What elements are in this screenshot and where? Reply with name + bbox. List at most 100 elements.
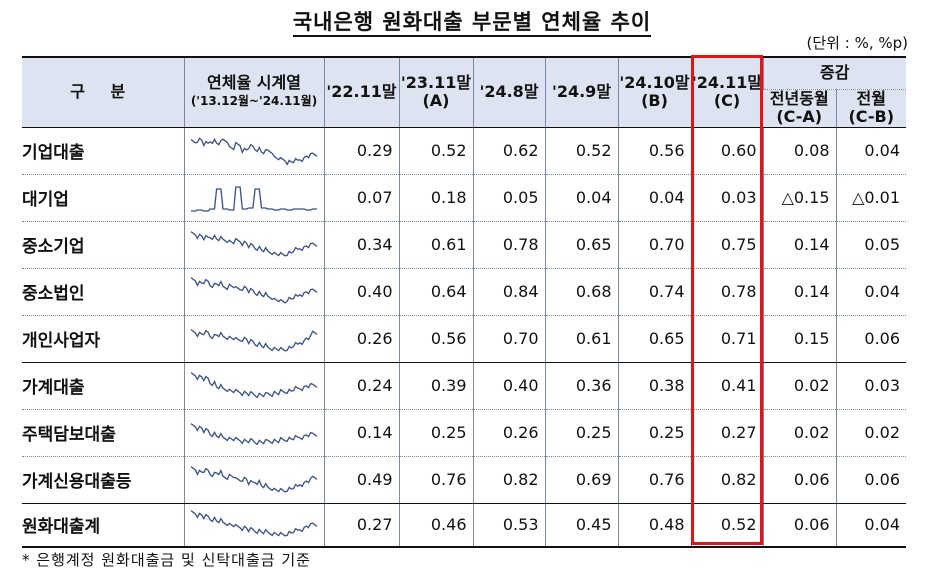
header-sparkline: 연체율 시계열 ('13.12월~'24.11월) [183, 56, 324, 128]
cell-value: 0.61 [544, 315, 618, 363]
cell-value: 0.05 [835, 221, 907, 269]
cell-value: 0.68 [544, 268, 618, 316]
cell-value: 0.14 [762, 221, 836, 269]
cell-value: 0.71 [690, 315, 763, 363]
cell-value: 0.05 [472, 174, 545, 222]
header-col-2-line1: '23.11말 [400, 73, 472, 93]
cell-value: 0.61 [398, 221, 473, 269]
cell-value: 0.56 [398, 315, 473, 363]
sparkline-chart [190, 371, 318, 398]
cell-value: 0.53 [472, 503, 545, 548]
sparkline-household-credit [183, 456, 324, 504]
cell-value: 0.29 [323, 127, 399, 175]
cell-value: 0.62 [472, 127, 545, 175]
cell-value: 0.41 [690, 362, 763, 410]
row-label-sme: 중소기업 [22, 221, 184, 269]
cell-value: △0.01 [835, 174, 907, 222]
table-row: 원화대출계 0.27 0.46 0.53 0.45 0.48 0.52 0.06 0.04 [22, 503, 907, 548]
sparkline-chart [190, 422, 318, 445]
cell-value: 0.78 [690, 268, 763, 316]
cell-value: 0.70 [617, 221, 691, 269]
cell-value: 0.04 [544, 174, 618, 222]
cell-value: 0.39 [398, 362, 473, 410]
cell-value: 0.07 [323, 174, 399, 222]
header-col-5-line2: (B) [641, 91, 668, 111]
cell-value: 0.34 [323, 221, 399, 269]
sparkline-total [183, 503, 324, 548]
sparkline-chart [190, 276, 318, 304]
sparkline-chart [190, 465, 318, 493]
sparkline-sme [183, 221, 324, 269]
header-col-5: '24.10말 (B) [617, 56, 691, 128]
cell-value: 0.04 [835, 268, 907, 316]
cell-value: 0.36 [544, 362, 618, 410]
delinquency-table: 구 분 연체율 시계열 ('13.12월~'24.11월) '22.11말 '2… [22, 56, 907, 548]
sparkline-sme-corp [183, 268, 324, 316]
header-change-yoy-line2: (C-A) [776, 107, 823, 126]
sparkline-chart [190, 136, 318, 166]
cell-value: 0.26 [472, 409, 545, 457]
table-row: 중소법인 0.40 0.64 0.84 0.68 0.74 0.78 0.14 0.04 [22, 268, 907, 316]
sparkline-sole-proprietor [183, 315, 324, 363]
header-sparkline-sub: ('13.12월~'24.11월) [190, 94, 318, 109]
cell-value: 0.38 [617, 362, 691, 410]
cell-value: 0.04 [835, 127, 907, 175]
page-title-text: 국내은행 원화대출 부문별 연체율 추이 [292, 10, 652, 37]
cell-value: 0.25 [617, 409, 691, 457]
cell-value: 0.02 [762, 362, 836, 410]
cell-value: 0.08 [762, 127, 836, 175]
cell-value: 0.06 [762, 456, 836, 504]
cell-value: 0.49 [323, 456, 399, 504]
header-col-4-line1: '24.9말 [551, 82, 612, 102]
cell-value: 0.46 [398, 503, 473, 548]
cell-value: 0.06 [835, 315, 907, 363]
cell-value: 0.82 [472, 456, 545, 504]
cell-value: 0.48 [617, 503, 691, 548]
cell-value: 0.24 [323, 362, 399, 410]
sparkline-large-corp [183, 174, 324, 222]
header-change-mom-line1: 전월 [856, 89, 886, 108]
sparkline-mortgage [183, 409, 324, 457]
header-change-mom-line2: (C-B) [848, 107, 895, 126]
header-col-3-line1: '24.8말 [479, 82, 539, 102]
header-category: 구 분 [22, 56, 184, 128]
cell-value: 0.27 [323, 503, 399, 548]
header-col-3: '24.8말 [472, 56, 545, 128]
header-col-2: '23.11말 (A) [398, 56, 473, 128]
table-row: 기업대출 0.29 0.52 0.62 0.52 0.56 0.60 0.08 0.04 [22, 127, 907, 175]
cell-value: 0.65 [617, 315, 691, 363]
cell-value: 0.52 [544, 127, 618, 175]
cell-value: 0.14 [762, 268, 836, 316]
cell-value: 0.26 [323, 315, 399, 363]
row-label-corporate: 기업대출 [22, 127, 184, 175]
sparkline-chart [191, 185, 317, 212]
table-row: 개인사업자 0.26 0.56 0.70 0.61 0.65 0.71 0.15 0.06 [22, 315, 907, 363]
row-label-large-corp: 대기업 [22, 174, 184, 222]
cell-value: 0.45 [544, 503, 618, 548]
footnote: * 은행계정 원화대출금 및 신탁대출금 기준 [22, 551, 311, 569]
header-col-2-line2: (A) [422, 91, 450, 111]
cell-value: 0.52 [690, 503, 763, 548]
header-change-group: 증감 [762, 56, 907, 89]
header-change-yoy: 전년동월 (C-A) [763, 88, 836, 128]
cell-value: 0.03 [690, 174, 763, 222]
row-label-total: 원화대출계 [22, 503, 184, 548]
row-label-mortgage: 주택담보대출 [22, 409, 184, 457]
header-change-yoy-line1: 전년동월 [769, 89, 829, 108]
cell-value: 0.82 [690, 456, 763, 504]
cell-value: 0.25 [544, 409, 618, 457]
sparkline-chart [190, 509, 318, 537]
sparkline-household [183, 362, 324, 410]
cell-value: 0.76 [617, 456, 691, 504]
header-change-mom: 전월 (C-B) [835, 88, 907, 128]
cell-value: 0.70 [472, 315, 545, 363]
header-sparkline-title: 연체율 시계열 [207, 73, 301, 93]
sparkline-chart [190, 328, 318, 352]
header-col-1-line1: '22.11말 [326, 82, 397, 102]
table-row: 주택담보대출 0.14 0.25 0.26 0.25 0.25 0.27 0.02 0.02 [22, 409, 907, 457]
cell-value: 0.02 [762, 409, 836, 457]
cell-value: 0.40 [472, 362, 545, 410]
cell-value: 0.52 [398, 127, 473, 175]
cell-value: 0.40 [323, 268, 399, 316]
cell-value: 0.04 [835, 503, 907, 548]
